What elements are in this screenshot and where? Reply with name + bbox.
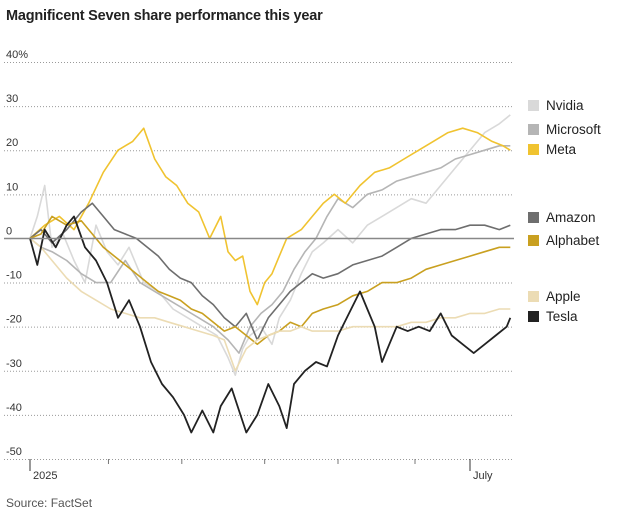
source-note: Source: FactSet bbox=[6, 496, 93, 510]
legend-label-tesla: Tesla bbox=[546, 309, 578, 324]
series-line-alphabet bbox=[29, 215, 511, 346]
series-line-meta bbox=[29, 127, 511, 306]
legend-swatch-tesla bbox=[528, 311, 539, 322]
y-tick-label: 20 bbox=[6, 137, 18, 149]
legend-label-meta: Meta bbox=[546, 142, 577, 157]
y-tick-label: 40% bbox=[6, 49, 28, 61]
y-tick-label: 10 bbox=[6, 181, 18, 193]
legend-swatch-amazon bbox=[528, 212, 539, 223]
legend-swatch-alphabet bbox=[528, 235, 539, 246]
legend-label-nvidia: Nvidia bbox=[546, 98, 584, 113]
legend-swatch-apple bbox=[528, 291, 539, 302]
series-line-amazon bbox=[29, 202, 511, 341]
y-tick-label: 0 bbox=[6, 225, 12, 237]
y-axis-tick-labels: 40% 30 20 10 0 -10 -20 -30 -40 -50 bbox=[6, 49, 28, 458]
y-tick-label: -30 bbox=[6, 358, 22, 370]
series-line-apple bbox=[29, 237, 511, 372]
series-lines bbox=[29, 114, 512, 434]
legend-swatch-meta bbox=[528, 144, 539, 155]
series-line-tesla bbox=[29, 215, 512, 434]
legend-swatch-microsoft bbox=[528, 124, 539, 135]
gridlines bbox=[4, 62, 514, 460]
x-axis-ticks: 2025 July bbox=[29, 459, 493, 482]
y-tick-label: -40 bbox=[6, 402, 22, 414]
legend-label-microsoft: Microsoft bbox=[546, 122, 601, 137]
legend: Nvidia Microsoft Meta Amazon Alphabet Apple Te… bbox=[528, 98, 601, 324]
x-tick-label: July bbox=[473, 470, 493, 482]
y-tick-label: -20 bbox=[6, 314, 22, 326]
legend-swatch-nvidia bbox=[528, 100, 539, 111]
series-line-microsoft bbox=[29, 145, 511, 354]
legend-label-apple: Apple bbox=[546, 289, 581, 304]
chart-title: Magnificent Seven share performance this… bbox=[6, 8, 323, 24]
y-tick-label: -50 bbox=[6, 446, 22, 458]
x-tick-label: 2025 bbox=[33, 470, 57, 482]
legend-label-amazon: Amazon bbox=[546, 210, 596, 225]
y-tick-label: 30 bbox=[6, 93, 18, 105]
y-tick-label: -10 bbox=[6, 270, 22, 282]
series-line-nvidia bbox=[29, 114, 511, 376]
legend-label-alphabet: Alphabet bbox=[546, 233, 600, 248]
